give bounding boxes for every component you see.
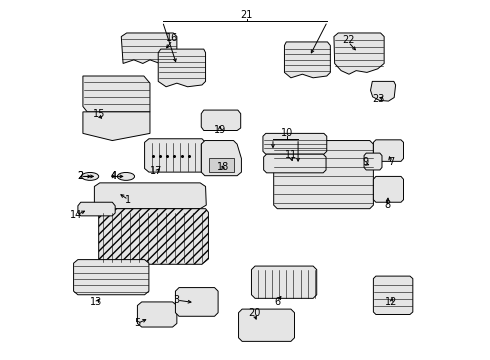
Text: 3: 3 [174,295,180,305]
Text: 12: 12 [385,297,397,307]
Polygon shape [158,49,205,87]
Polygon shape [137,302,177,327]
Text: 4: 4 [111,171,117,181]
Polygon shape [373,276,413,315]
Polygon shape [122,33,177,67]
Polygon shape [83,112,150,140]
Text: 5: 5 [134,319,141,328]
Polygon shape [364,153,382,170]
Text: 14: 14 [71,210,83,220]
Ellipse shape [81,172,98,180]
Polygon shape [370,81,395,101]
Text: 22: 22 [342,35,355,45]
Polygon shape [145,139,205,172]
Polygon shape [201,140,242,176]
Text: 23: 23 [372,94,385,104]
Text: 11: 11 [285,150,297,160]
Polygon shape [175,288,218,316]
Polygon shape [263,134,327,154]
Text: 2: 2 [77,171,83,181]
Polygon shape [95,183,206,209]
Text: 1: 1 [125,195,131,205]
Polygon shape [239,309,294,341]
Text: 10: 10 [281,128,294,138]
Polygon shape [274,140,373,209]
Polygon shape [264,154,326,173]
Polygon shape [201,110,241,131]
Polygon shape [98,209,208,264]
Polygon shape [285,42,330,78]
Text: 4: 4 [111,171,117,181]
Polygon shape [334,33,384,74]
Text: 20: 20 [248,308,260,318]
Polygon shape [251,266,317,298]
Ellipse shape [117,172,135,180]
Polygon shape [373,176,403,202]
Text: 13: 13 [90,297,102,307]
Polygon shape [373,140,403,161]
Polygon shape [83,76,150,112]
Text: 6: 6 [274,297,280,307]
Text: 7: 7 [388,157,394,167]
Text: 2: 2 [77,171,83,181]
Polygon shape [209,158,234,172]
Text: 16: 16 [167,33,179,43]
Text: 17: 17 [150,166,162,176]
Text: 18: 18 [218,162,230,172]
Text: 9: 9 [363,157,368,167]
Text: 21: 21 [241,10,253,20]
Text: 8: 8 [384,200,390,210]
Polygon shape [74,260,149,295]
Polygon shape [78,202,115,216]
Text: 19: 19 [214,125,226,135]
Text: 15: 15 [93,109,105,119]
